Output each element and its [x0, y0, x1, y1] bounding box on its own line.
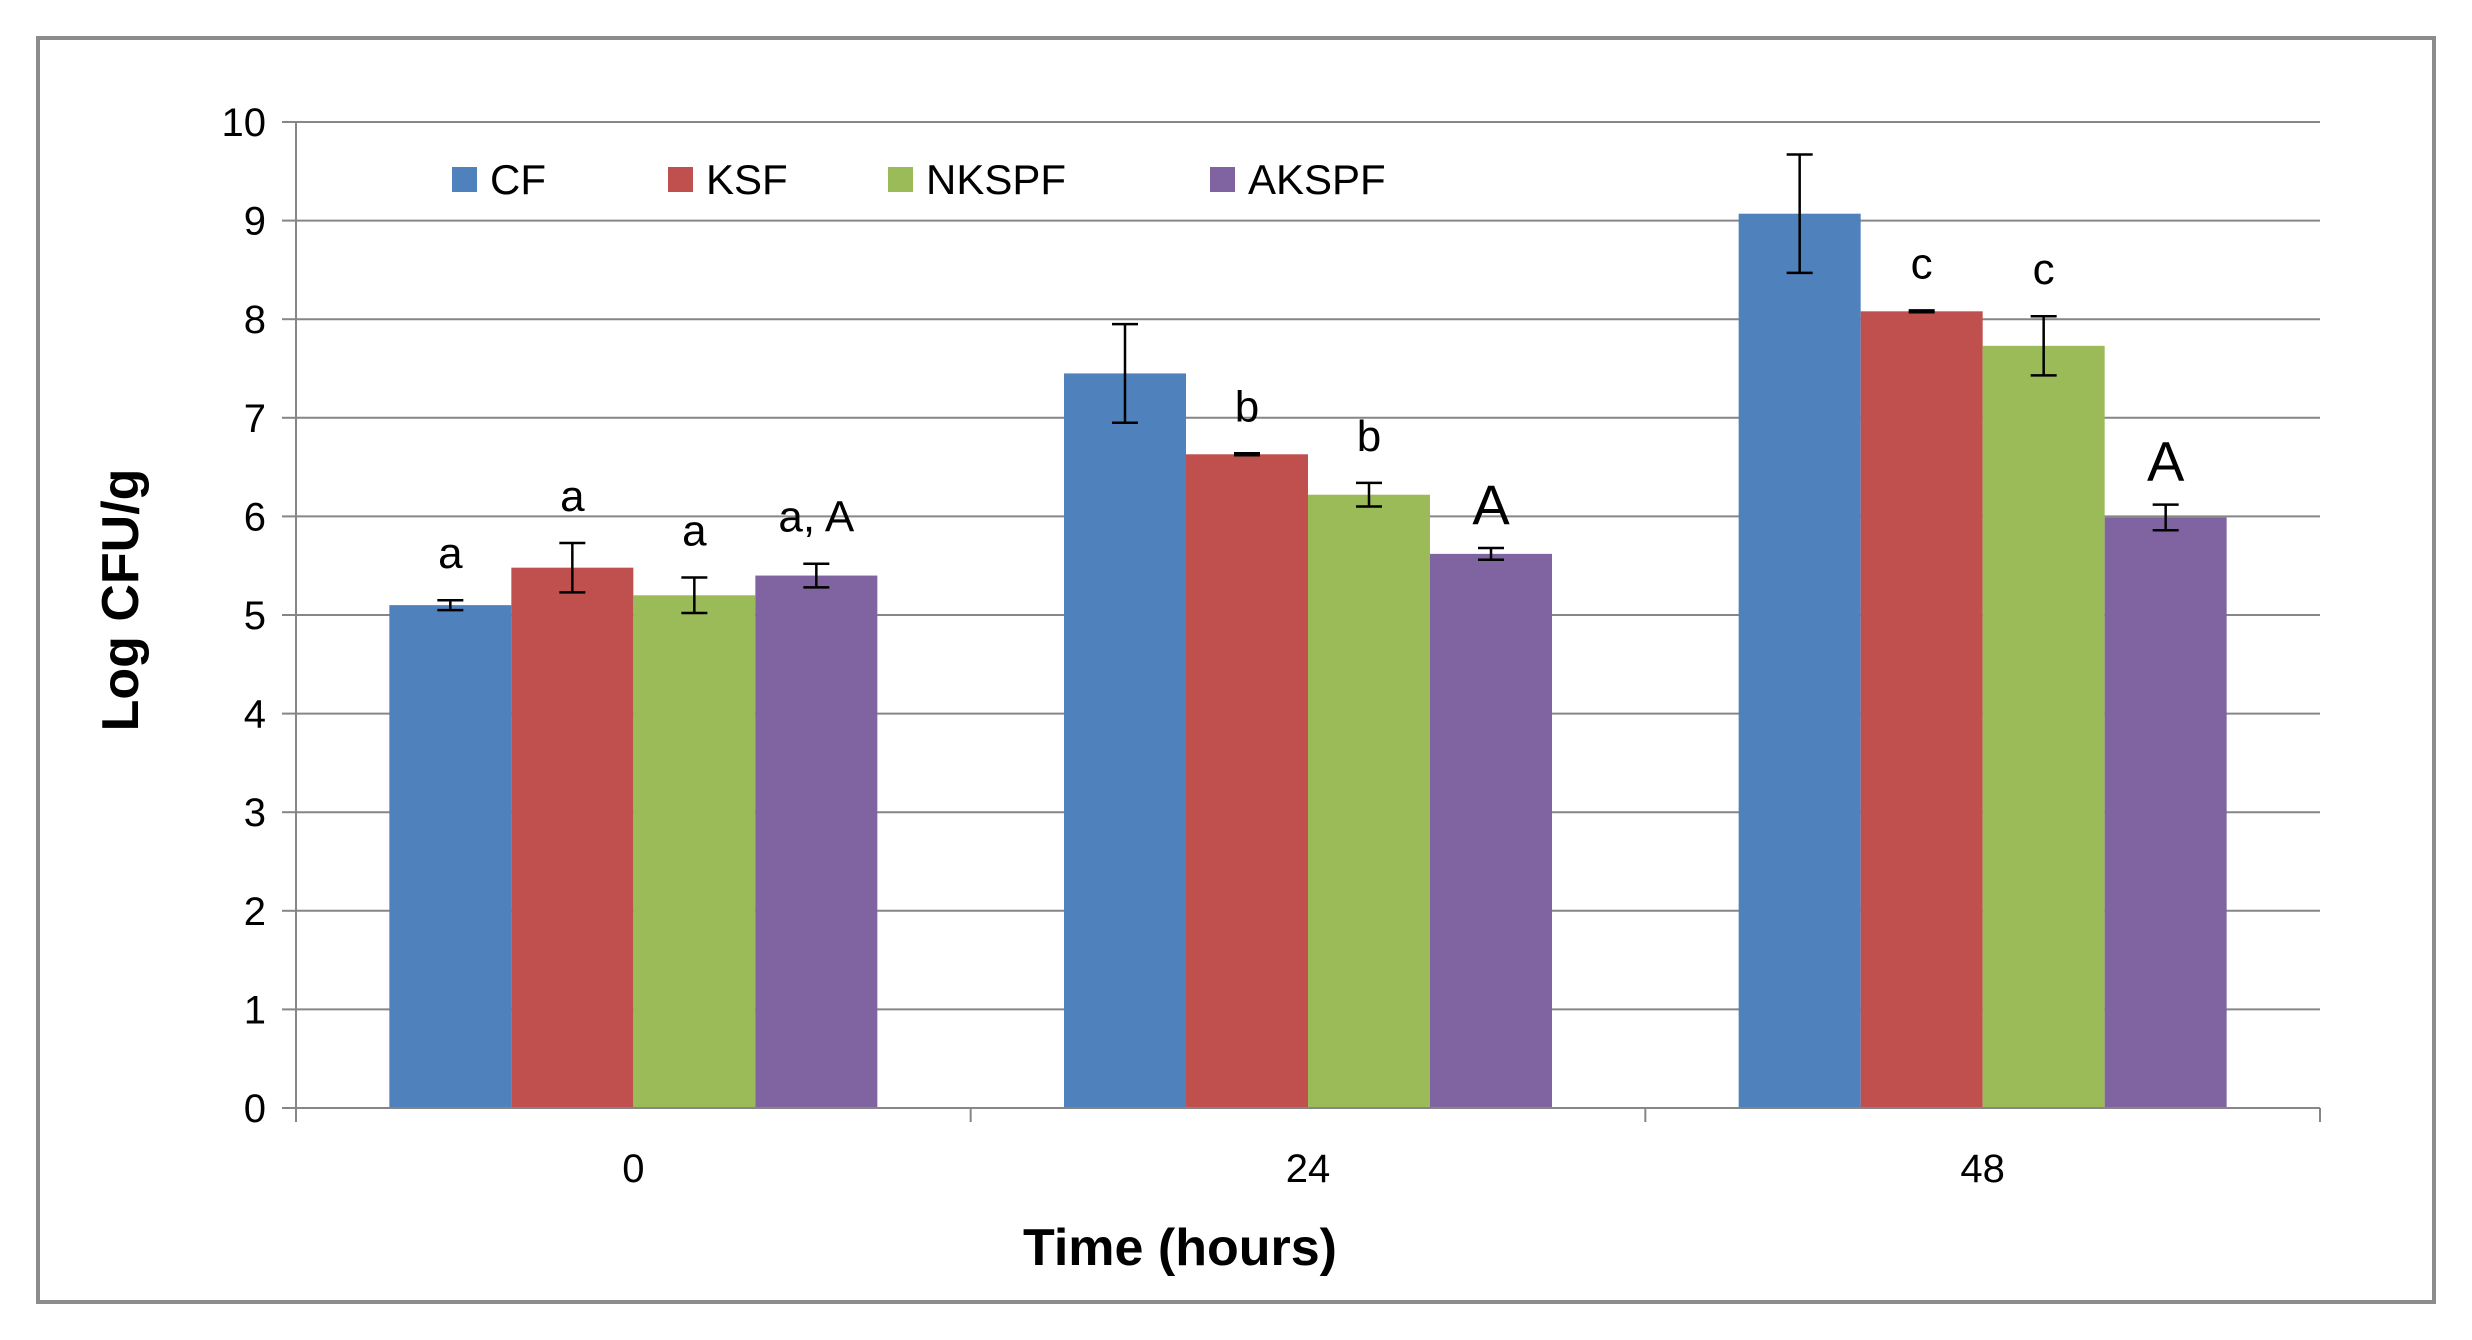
y-tick-label-0: 0: [244, 1087, 266, 1131]
bar-KSF-48: [1860, 311, 1983, 1108]
x-tick-label-2: 48: [1960, 1147, 2005, 1191]
y-tick-label-8: 8: [244, 298, 266, 342]
bar-CF-24: [1064, 373, 1186, 1108]
x-axis-title: Time (hours): [1023, 1219, 1337, 1277]
axes: 0 1 2 3 4 5 6 7 8 9 10 0 24 48: [222, 101, 2321, 1191]
error-bars: [437, 153, 2179, 615]
bar-AKSPF-0: [755, 575, 878, 1108]
annotation-KSF-0: a: [560, 472, 585, 521]
bars: [389, 213, 2227, 1109]
significance-annotations: a a a a, A b b Ac c A: [438, 239, 2185, 578]
legend: CF KSF NKSPF AKSPF: [452, 156, 1386, 203]
y-tick-label-5: 5: [244, 594, 266, 638]
annotation-NKSPF-24: b: [1357, 412, 1381, 461]
annotation-AKSPF-24: A: [1472, 473, 1510, 536]
y-axis-title: Log CFU/g: [92, 469, 150, 732]
y-tick-label-7: 7: [244, 397, 266, 441]
legend-label-CF: CF: [490, 156, 546, 203]
annotation-NKSPF-48: c: [2033, 245, 2055, 294]
annotation-AKSPF-48: A: [2147, 430, 2185, 493]
y-tick-label-2: 2: [244, 890, 266, 934]
y-tick-label-9: 9: [244, 200, 266, 244]
legend-label-KSF: KSF: [706, 156, 788, 203]
x-tick-label-1: 24: [1286, 1147, 1331, 1191]
annotation-AKSPF-0: a, A: [778, 493, 854, 542]
bar-NKSPF-24: [1308, 494, 1430, 1108]
y-tick-label-4: 4: [244, 693, 266, 737]
y-tick-label-10: 10: [222, 101, 267, 145]
annotation-CF-0: a: [438, 529, 463, 578]
legend-swatch-AKSPF: [1210, 167, 1235, 192]
bar-NKSPF-0: [633, 595, 756, 1108]
legend-swatch-CF: [452, 167, 477, 192]
bar-KSF-24: [1186, 454, 1308, 1109]
y-tick-label-3: 3: [244, 791, 266, 835]
annotation-NKSPF-0: a: [682, 507, 707, 556]
bar-KSF-0: [511, 567, 634, 1108]
y-tick-label-1: 1: [244, 988, 266, 1032]
legend-swatch-KSF: [668, 167, 693, 192]
x-tick-label-0: 0: [622, 1147, 644, 1191]
bar-AKSPF-24: [1430, 553, 1552, 1108]
bar-CF-48: [1738, 213, 1861, 1108]
legend-label-NKSPF: NKSPF: [926, 156, 1066, 203]
bar-NKSPF-48: [1982, 345, 2105, 1108]
annotation-KSF-48: c: [1911, 239, 1933, 288]
legend-swatch-NKSPF: [888, 167, 913, 192]
legend-label-AKSPF: AKSPF: [1248, 156, 1386, 203]
bar-CF-0: [389, 605, 512, 1108]
y-tick-label-6: 6: [244, 495, 266, 539]
bar-AKSPF-48: [2104, 517, 2227, 1108]
annotation-KSF-24: b: [1235, 382, 1259, 431]
